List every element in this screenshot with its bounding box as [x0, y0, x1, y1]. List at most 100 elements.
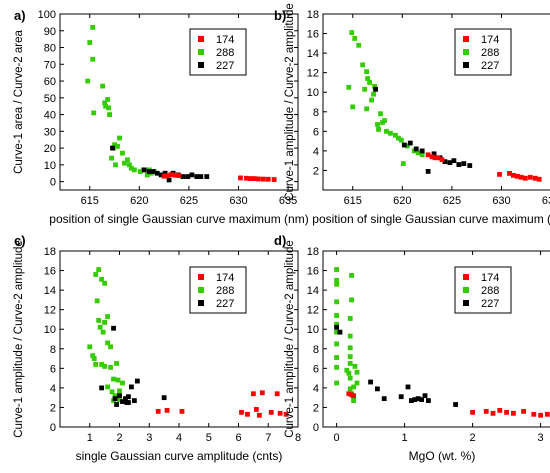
data-point-288	[99, 362, 105, 367]
data-point-174	[251, 176, 257, 182]
data-point-288	[107, 112, 112, 117]
data-point-174	[256, 412, 262, 418]
data-point-227	[110, 145, 115, 151]
data-point-288	[347, 375, 353, 381]
data-point-288	[102, 280, 108, 286]
data-point-288	[334, 364, 339, 370]
data-point-288	[100, 83, 106, 89]
data-point-227	[456, 162, 462, 167]
data-point-174	[432, 155, 438, 161]
data-point-227	[126, 400, 131, 405]
y-tick-label: 0	[50, 422, 56, 434]
data-point-288	[334, 313, 339, 318]
legend-label-174: 174	[216, 272, 234, 284]
panel-label: d)	[274, 233, 286, 248]
y-tick-label: 12	[307, 305, 319, 317]
data-point-288	[117, 397, 122, 403]
data-point-174	[514, 173, 520, 179]
x-tick-label: 2	[116, 432, 122, 444]
data-point-227	[415, 396, 421, 402]
legend-label-227: 227	[481, 298, 499, 310]
y-tick-label: 4	[313, 146, 319, 158]
data-point-227	[425, 169, 431, 174]
data-point-227	[431, 151, 437, 157]
data-point-174	[253, 407, 259, 412]
data-point-227	[150, 169, 156, 174]
y-tick-label: 20	[44, 143, 56, 155]
data-points	[85, 25, 277, 183]
plot-frame	[322, 13, 550, 191]
data-point-174	[504, 409, 509, 415]
data-point-227	[426, 398, 431, 403]
data-point-174	[346, 391, 352, 397]
data-point-174	[260, 176, 266, 182]
data-point-288	[349, 273, 354, 278]
chart-panel-1: 615 620 625 630 635 0 10 20 30 40 50 60 70 80 90 100 pos…	[13, 8, 309, 226]
plot-frame	[59, 250, 299, 428]
legend-swatch-174	[198, 274, 204, 280]
data-point-174	[164, 407, 170, 413]
y-tick-label: 0	[313, 422, 319, 434]
y-axis-label: Curve-1 amplitude / Curve-2 amplitude	[284, 240, 296, 438]
data-point-174	[522, 175, 528, 181]
data-point-174	[511, 410, 516, 416]
data-point-288	[404, 143, 410, 149]
data-point-174	[497, 407, 503, 413]
panel-label: a)	[14, 8, 26, 23]
data-point-288	[334, 380, 339, 386]
data-point-227	[99, 385, 105, 391]
data-point-288	[125, 157, 130, 163]
data-point-227	[413, 146, 419, 152]
data-point-288	[120, 380, 125, 386]
data-point-288	[109, 155, 114, 161]
legend-swatch-227	[463, 300, 469, 306]
y-tick-label: 8	[313, 107, 319, 119]
legend-swatch-288	[463, 287, 469, 293]
data-point-288	[346, 370, 352, 376]
data-point-288	[100, 329, 106, 335]
data-point-174	[161, 173, 167, 179]
data-point-227	[373, 86, 378, 92]
y-tick-label: 50	[44, 93, 56, 105]
data-point-288	[93, 272, 99, 277]
data-point-288	[375, 122, 380, 127]
legend-label-174: 174	[481, 34, 499, 46]
data-point-288	[344, 367, 350, 373]
data-point-227	[180, 174, 186, 179]
y-tick-label: 6	[50, 363, 56, 375]
data-point-288	[102, 319, 108, 325]
data-point-288	[87, 344, 93, 350]
y-axis-label: Curve-1 amplitude / Curve-2 amplitude	[13, 240, 25, 438]
legend-label-227: 227	[216, 298, 234, 310]
data-point-288	[364, 69, 370, 75]
data-point-288	[117, 388, 122, 394]
data-point-288	[372, 83, 377, 89]
data-point-174	[483, 408, 489, 414]
data-point-288	[376, 126, 381, 132]
data-point-174	[244, 175, 249, 181]
data-point-227	[381, 396, 387, 402]
data-point-288	[102, 363, 108, 369]
data-point-227	[131, 398, 137, 403]
y-tick-label: 14	[307, 48, 319, 60]
data-point-288	[347, 333, 353, 339]
x-axis-label: MgO (wt. %)	[409, 449, 476, 463]
data-point-227	[204, 174, 210, 179]
y-tick-label: 10	[44, 324, 56, 336]
data-point-227	[407, 140, 413, 146]
data-point-174	[490, 410, 496, 416]
data-point-174	[168, 172, 174, 177]
y-tick-label: 40	[44, 110, 56, 122]
chart-panel-2: 615 620 625 630 635 2 4 6 8 10 12 14 16 18 position of…	[274, 3, 550, 226]
data-point-174	[521, 408, 526, 414]
legend-swatch-227	[198, 300, 204, 306]
y-tick-label: 2	[313, 402, 319, 414]
x-tick-label: 0	[334, 432, 340, 444]
data-point-174	[531, 411, 537, 417]
data-point-174	[255, 176, 261, 182]
data-point-288	[369, 97, 374, 103]
x-tick-label: 2	[470, 432, 476, 444]
data-point-288	[115, 144, 120, 149]
